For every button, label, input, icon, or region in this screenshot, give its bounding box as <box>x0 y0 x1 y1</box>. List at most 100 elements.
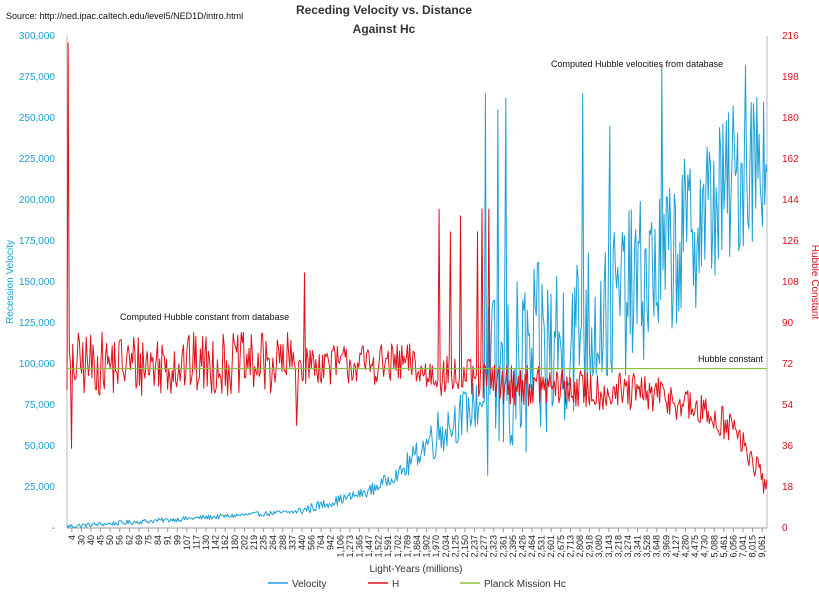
x-tick-label: 40 <box>86 535 96 545</box>
right-y-tick: 126 <box>782 236 799 247</box>
left-y-tick: 300,000 <box>19 31 56 42</box>
x-tick-label: 5,088 <box>709 535 719 558</box>
x-tick-label: 2,918 <box>585 535 595 558</box>
left-y-tick: 200,000 <box>19 195 56 206</box>
left-y-tick: 100,000 <box>19 359 56 370</box>
x-tick-label: 1,591 <box>383 535 393 558</box>
x-tick-label: 264 <box>268 535 278 550</box>
x-tick-label: 142 <box>211 535 221 550</box>
left-y-tick: 50,000 <box>24 441 55 452</box>
right-y-tick: 0 <box>782 523 788 534</box>
x-tick-label: 99 <box>172 535 182 545</box>
x-tick-label: 2,150 <box>460 535 470 558</box>
chart-subtitle: Against Hc <box>353 22 416 36</box>
x-tick-label: 1,447 <box>364 535 374 558</box>
velocity-series-line <box>66 65 768 529</box>
legend: Velocity H Planck Mission Hc <box>268 579 566 590</box>
right-y-tick: 216 <box>782 31 799 42</box>
x-tick-label: 30 <box>76 535 86 545</box>
x-tick-label: 130 <box>201 535 211 550</box>
right-y-tick: 198 <box>782 72 799 83</box>
x-tick-label: 2,237 <box>470 535 480 558</box>
hubble-constant-annotation: Hubble constant <box>698 354 764 364</box>
right-y-tick: 162 <box>782 154 799 165</box>
series-layer <box>66 42 768 529</box>
x-tick-label: 1,902 <box>422 535 432 558</box>
x-tick-label: 3,274 <box>623 535 633 558</box>
x-axis-label: Light-Years (millions) <box>370 564 463 575</box>
x-tick-label: 2,277 <box>479 535 489 558</box>
x-tick-label: 202 <box>239 535 249 550</box>
x-tick-label: 107 <box>182 535 192 550</box>
x-tick-label: 75 <box>144 535 154 545</box>
x-tick-label: 50 <box>105 535 115 545</box>
x-tick-label: 235 <box>259 535 269 550</box>
x-tick-label: 440 <box>297 535 307 550</box>
left-y-tick: 225,000 <box>19 154 56 165</box>
x-tick-label: 3,143 <box>604 535 614 558</box>
x-tick-label: 4,280 <box>680 535 690 558</box>
right-y-tick: 108 <box>782 277 799 288</box>
left-y-tick: 125,000 <box>19 318 56 329</box>
x-tick-label: 1,702 <box>393 535 403 558</box>
x-tick-label: 1,970 <box>431 535 441 558</box>
x-tick-label: 1,522 <box>374 535 384 558</box>
left-y-axis-label: Recession Velocity <box>5 240 16 324</box>
x-tick-label: 1,273 <box>345 535 355 558</box>
x-tick-label: 4,730 <box>700 535 710 558</box>
x-tick-label: 3,341 <box>633 535 643 558</box>
x-tick-label: 3,648 <box>652 535 662 558</box>
x-tick-label: 4,127 <box>671 535 681 558</box>
x-tick-label: 9,061 <box>757 535 767 558</box>
x-tick-label: 180 <box>230 535 240 550</box>
right-y-tick: 180 <box>782 113 799 124</box>
x-tick-label: 45 <box>96 535 106 545</box>
x-tick-label: 2,601 <box>546 535 556 558</box>
x-tick-label: 4,475 <box>690 535 700 558</box>
left-y-tick: 250,000 <box>19 113 56 124</box>
h-series-line <box>66 42 768 494</box>
x-tick-label: 1,106 <box>335 535 345 558</box>
left-y-tick: 150,000 <box>19 277 56 288</box>
x-tick-label: 1,365 <box>354 535 364 558</box>
x-tick-label: 1,864 <box>412 535 422 558</box>
velocity-annotation: Computed Hubble velocities from database <box>551 59 723 69</box>
x-tick-label: 566 <box>307 535 317 550</box>
x-tick-label: 2,395 <box>508 535 518 558</box>
x-tick-label: 337 <box>287 535 297 550</box>
x-tick-label: 1,789 <box>402 535 412 558</box>
chart-title: Receding Velocity vs. Distance <box>296 3 472 17</box>
x-tick-label: 2,426 <box>517 535 527 558</box>
source-note: Source: http://ned.ipac.caltech.edu/leve… <box>6 11 243 21</box>
x-tick-label: 91 <box>163 535 173 545</box>
x-tick-label: 764 <box>316 535 326 550</box>
legend-label: H <box>392 579 399 590</box>
x-tick-label: 3,218 <box>613 535 623 558</box>
x-tick-label: 3,080 <box>594 535 604 558</box>
x-tick-label: 3,969 <box>661 535 671 558</box>
x-tick-label: 2,361 <box>498 535 508 558</box>
x-tick-label: 8,015 <box>748 535 758 558</box>
x-tick-label: 2,713 <box>565 535 575 558</box>
legend-label: Velocity <box>292 579 326 590</box>
right-y-axis-ticks: 0 18 36 54 72 90 108 126 144 162 180 198 216 <box>782 31 799 534</box>
x-tick-label: 2,323 <box>489 535 499 558</box>
x-tick-label: 2,808 <box>575 535 585 558</box>
right-y-tick: 18 <box>782 482 794 493</box>
left-y-tick: 275,000 <box>19 72 56 83</box>
left-y-tick: 175,000 <box>19 236 56 247</box>
x-tick-label: 117 <box>191 535 201 549</box>
x-tick-label: 62 <box>124 535 134 545</box>
x-tick-label: 69 <box>134 535 144 545</box>
left-y-tick: - <box>52 523 55 534</box>
x-tick-label: 5,461 <box>719 535 729 558</box>
x-tick-label: 84 <box>153 535 163 545</box>
right-y-tick: 90 <box>782 318 794 329</box>
right-y-tick: 54 <box>782 400 794 411</box>
left-y-tick: 75,000 <box>24 400 55 411</box>
x-tick-label: 288 <box>278 535 288 550</box>
x-tick-label: 7,041 <box>738 535 748 558</box>
x-tick-label: 2,034 <box>441 535 451 558</box>
x-tick-label: 2,675 <box>556 535 566 558</box>
